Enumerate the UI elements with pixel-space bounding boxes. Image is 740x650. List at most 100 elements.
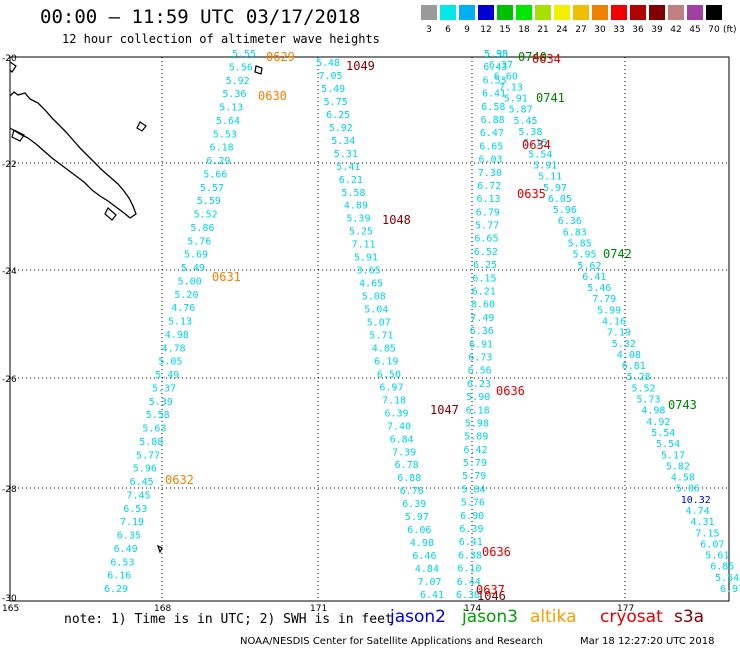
wave-height-value: 5.49 [155, 370, 179, 381]
wave-height-value: 5.55 [232, 49, 256, 60]
wave-height-value: 5.99 [597, 305, 621, 316]
pass-time-label: 0629 [266, 50, 295, 64]
legend-label: 12 [480, 25, 492, 35]
wave-height-value: 6.35 [117, 531, 141, 542]
wave-height-value: 6.42 [464, 445, 488, 456]
wave-height-value: 6.21 [339, 175, 363, 186]
wave-height-value: 5.52 [194, 210, 218, 221]
wave-height-value: 5.38 [518, 127, 542, 138]
wave-height-value: 4.08 [617, 350, 641, 361]
legend-swatch [573, 5, 589, 20]
wave-height-value: 5.77 [475, 221, 499, 232]
legend-swatch [478, 5, 494, 20]
wave-height-value: 5.54 [651, 428, 675, 439]
legend-label: 18 [518, 25, 530, 35]
legend-label: 30 [594, 25, 606, 35]
lon-label: 165 [2, 604, 19, 614]
wave-height-value: 6.52 [474, 247, 498, 258]
pass-time-label: 0631 [212, 270, 241, 284]
legend-swatch [706, 5, 722, 20]
wave-height-value: 6.53 [483, 75, 507, 86]
wave-height-value: 4.31 [691, 517, 715, 528]
wave-height-value: 4.74 [686, 506, 710, 517]
wave-height-value: 5.63 [142, 424, 166, 435]
legend-swatch [630, 5, 646, 20]
wave-height-value: 6.38 [456, 590, 480, 601]
wave-height-value: 5.48 [316, 58, 340, 69]
wave-height-value: 7.13 [499, 82, 523, 93]
pass-time-label: 0630 [258, 89, 287, 103]
wave-height-value: 5.13 [219, 103, 243, 114]
wave-height-value: 6.72 [477, 181, 501, 192]
wave-height-value: 5.52 [632, 383, 656, 394]
wave-height-value: 4.65 [359, 279, 383, 290]
pass-time-label: 0743 [668, 398, 697, 412]
wave-height-value: 5.11 [538, 172, 562, 183]
wave-height-value: 5.25 [349, 227, 373, 238]
wave-height-value: 7.19 [120, 517, 144, 528]
wave-height-value: 5.54 [715, 573, 739, 584]
wave-height-value: 4.16 [602, 317, 626, 328]
plot-frame [9, 56, 730, 602]
wave-height-value: 6.21 [472, 287, 496, 298]
wave-height-value: 6.10 [457, 564, 481, 575]
wave-height-value: 7.07 [418, 577, 442, 588]
pass-time-label: 1049 [346, 59, 375, 73]
wave-height-value: 5.45 [514, 116, 538, 127]
wave-height-value: 5.57 [200, 183, 224, 194]
wave-height-value: 5.04 [364, 305, 388, 316]
island-small-6 [156, 544, 163, 554]
credit-line: NOAA/NESDIS Center for Satellite Applica… [240, 636, 543, 647]
wave-height-value: 5.84 [462, 484, 486, 495]
wave-height-value: 5.54 [656, 439, 680, 450]
pass-time-label: 0637 [476, 583, 505, 597]
wave-height-value: 7.18 [382, 395, 406, 406]
satellite-jason2: jason2 [390, 607, 446, 627]
lon-label: 177 [617, 604, 634, 614]
wave-height-value: 5.49 [181, 263, 205, 274]
legend-label: 21 [537, 25, 549, 35]
island-small-2 [11, 129, 25, 142]
wave-height-value: 4.98 [410, 538, 434, 549]
pass-time-label: 0636 [496, 384, 525, 398]
wave-height-value: 7.15 [695, 528, 719, 539]
wave-height-value: 7.05 [319, 71, 343, 82]
wave-height-value: 5.75 [324, 97, 348, 108]
wave-height-value: 6.06 [407, 525, 431, 536]
wave-height-value: 5.76 [461, 498, 485, 509]
pass-time-labels: 0629 0630 0631 0632 1049 1048 1047 1046 0740 0741… [165, 50, 697, 603]
wave-height-value: 6.76 [400, 486, 424, 497]
wave-height-value: 6.60 [494, 71, 518, 82]
satellite-cryosat: cryosat [600, 607, 663, 627]
legend-swatch [497, 5, 513, 20]
island-small-4 [104, 207, 117, 221]
legend-label: 33 [613, 25, 625, 35]
legend-swatch [421, 5, 437, 20]
wave-height-value: 6.53 [123, 504, 147, 515]
pass-time-label: 1047 [430, 403, 459, 417]
lon-label: 174 [464, 604, 481, 614]
wave-height-value: 6.45 [130, 477, 154, 488]
wave-height-value: 5.96 [133, 464, 157, 475]
wave-height-value: 5.28 [627, 372, 651, 383]
pass-time-label: 0742 [603, 247, 632, 261]
lat-label: -22 [2, 160, 17, 170]
legend-unit: (ft) [723, 25, 737, 35]
wave-height-value: 4.85 [372, 344, 396, 355]
wave-height-value: 5.34 [331, 136, 355, 147]
wave-height-value: 7.45 [126, 490, 150, 501]
wave-height-value: 4.98 [165, 330, 189, 341]
wave-height-value: 5.15 [523, 138, 547, 149]
wave-height-value: 5.07 [367, 318, 391, 329]
wave-height-value: 4.78 [162, 343, 186, 354]
wave-height-value: 5.92 [329, 123, 353, 134]
wave-height-value: 6.53 [110, 557, 134, 568]
wave-height-value: 6.49 [114, 544, 138, 555]
wave-height-value: 6.23 [467, 379, 491, 390]
wave-height-value: 5.95 [573, 250, 597, 261]
wave-height-value: 6.65 [474, 234, 498, 245]
wave-height-value: 6.36 [470, 326, 494, 337]
legend-swatch [535, 5, 551, 20]
wave-height-value: 6.73 [468, 353, 492, 364]
wave-height-value: 5.97 [543, 183, 567, 194]
